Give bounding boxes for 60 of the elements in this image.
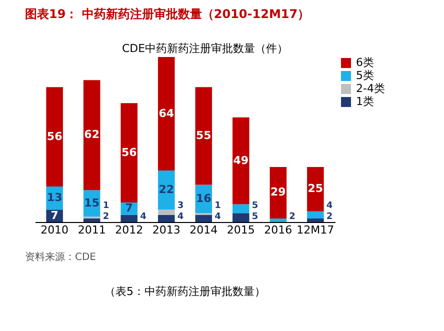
data-label: 64 <box>158 106 174 120</box>
bar <box>232 204 250 214</box>
data-label: 15 <box>84 196 100 210</box>
x-tick-label: 2012 <box>115 224 144 236</box>
bar <box>83 218 100 222</box>
data-label: 56 <box>46 130 63 143</box>
legend-label: 6类 <box>356 56 374 69</box>
bar <box>307 218 324 222</box>
text: 资料来源：CDE <box>25 251 96 263</box>
bar <box>158 210 175 215</box>
data-label: 1 <box>214 201 221 211</box>
bar <box>232 117 250 204</box>
data-label: 4 <box>177 212 184 222</box>
x-tick-label: 2016 <box>264 224 292 236</box>
data-label: 3 <box>177 201 184 211</box>
data-label: 2 <box>326 212 333 222</box>
bar <box>158 57 175 171</box>
chart-title: 图表19： 中药新药注册审批数量（2010-12M17） <box>25 7 310 21</box>
bar <box>158 214 175 222</box>
bar <box>158 170 175 210</box>
data-label: 1 <box>102 201 110 211</box>
data-label: 2 <box>102 212 110 222</box>
chart-subtitle: CDE中药新药注册审批数量（件） <box>122 42 288 55</box>
bar <box>120 214 138 222</box>
data-label: 62 <box>84 128 100 142</box>
data-label: 16 <box>196 192 212 205</box>
legend-label: 1类 <box>356 95 374 108</box>
data-label: 2 <box>289 212 296 222</box>
text: （表5：中药新药注册审批数量） <box>104 285 266 298</box>
data-label: 13 <box>46 191 62 204</box>
legend-label: 2-4类 <box>356 82 385 95</box>
data-label: 49 <box>233 154 249 167</box>
x-tick-label: 2015 <box>226 224 255 236</box>
data-label: 5 <box>252 212 258 222</box>
bar <box>46 87 63 187</box>
x-tick-label: 2010 <box>40 224 69 236</box>
bar <box>83 80 100 190</box>
x-tick-label: 2014 <box>190 224 218 236</box>
bar <box>307 167 324 212</box>
data-label: 55 <box>196 128 212 142</box>
data-label: 29 <box>270 186 286 199</box>
bar <box>195 87 212 185</box>
x-tick-label: 2013 <box>152 224 180 236</box>
legend-label: 5类 <box>356 69 374 82</box>
data-label: 4 <box>326 201 333 211</box>
bar <box>270 218 287 222</box>
bar <box>195 214 212 222</box>
bar <box>120 103 138 202</box>
x-tick-label: 2011 <box>78 224 106 236</box>
data-label: 4 <box>214 212 221 222</box>
data-label: 7 <box>50 208 58 222</box>
data-label: 56 <box>121 146 138 159</box>
x-tick-label: 12M17 <box>296 224 334 236</box>
bar <box>232 213 250 222</box>
data-label: 25 <box>308 182 324 196</box>
data-label: 5 <box>252 201 258 211</box>
data-label: 22 <box>158 183 174 196</box>
data-label: 7 <box>125 202 133 215</box>
bar <box>307 211 324 218</box>
data-label: 4 <box>140 212 146 222</box>
